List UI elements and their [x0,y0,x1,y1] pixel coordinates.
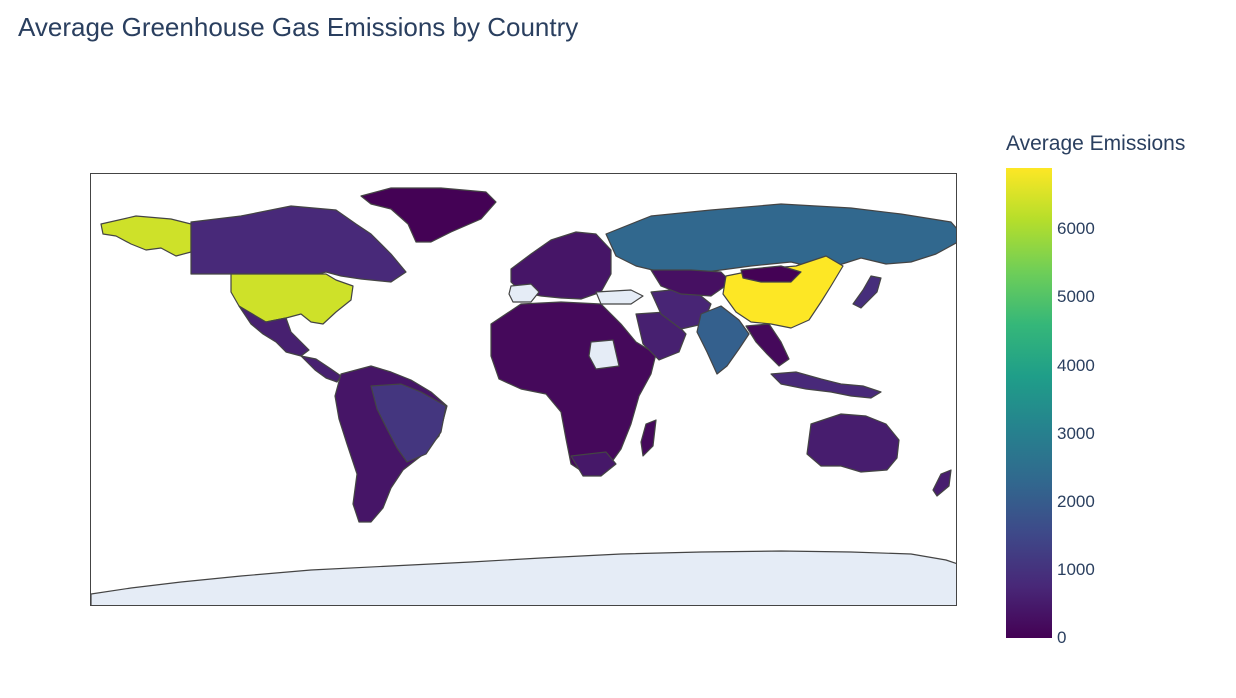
colorbar-tick-label: 3000 [1057,423,1095,443]
colorbar-tick-label: 5000 [1057,287,1095,307]
region-indonesia[interactable] [770,371,882,399]
region-africa[interactable] [490,301,657,475]
region-kazakhstan[interactable] [650,269,732,297]
region-greenland[interactable] [360,187,497,243]
map-canvas[interactable] [91,174,957,606]
colorbar-tick-label: 6000 [1057,219,1095,239]
colorbar-tick-label: 1000 [1057,559,1095,579]
colorbar-tick-label: 0 [1057,628,1067,647]
chart-title: Average Greenhouse Gas Emissions by Coun… [18,12,579,42]
colorbar [1006,168,1052,638]
colorbar-title: Average Emissions [1006,132,1186,155]
region-central-america[interactable] [300,355,342,383]
region-southeast-asia[interactable] [745,323,790,367]
region-brazil[interactable] [370,383,447,463]
region-madagascar[interactable] [640,419,657,457]
colorbar-tick-label: 2000 [1057,491,1095,511]
region-spain[interactable] [508,283,540,303]
region-antarctica[interactable] [91,550,957,606]
region-russia[interactable] [605,203,957,275]
region-canada[interactable] [190,205,407,283]
region-alaska[interactable] [100,215,192,257]
region-australia[interactable] [806,413,900,473]
colorbar-gradient [1006,168,1052,638]
map-frame [90,173,957,606]
region-turkey[interactable] [595,289,644,305]
region-japan[interactable] [852,275,882,309]
region-india[interactable] [696,305,750,375]
region-sudan[interactable] [588,339,620,370]
region-mexico[interactable] [238,305,310,357]
region-new-zealand[interactable] [932,469,952,497]
colorbar-tick-label: 4000 [1057,355,1095,375]
region-south-africa[interactable] [570,451,617,477]
region-mongolia[interactable] [740,265,802,283]
